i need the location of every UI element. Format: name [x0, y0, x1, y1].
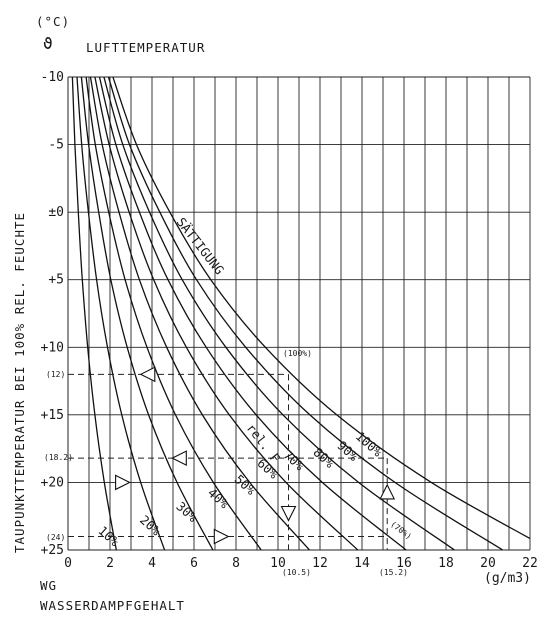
arrow-marker	[171, 450, 187, 466]
arrows	[115, 366, 396, 545]
curve-label: 40%	[205, 485, 232, 512]
x-tick-label: 6	[190, 556, 198, 571]
x-axis-label: WG	[40, 578, 57, 593]
annotation-x-10-5: (10.5)	[282, 568, 311, 577]
curve-label: 20%	[137, 512, 164, 539]
annotation-y-12: (12)	[46, 370, 65, 379]
curve-20-percent	[76, 77, 166, 550]
curve-60-percent	[94, 77, 359, 550]
y-axis-label: TAUPUNKTTEMPERATUR BEI 100% REL. FEUCHTE	[12, 212, 27, 553]
curve-50-percent	[89, 77, 310, 550]
x-axis-unit: (g/m3)	[484, 571, 531, 586]
arrow-marker	[115, 474, 131, 491]
chart-title: LUFTTEMPERATUR	[86, 40, 205, 55]
arrow-marker	[379, 483, 396, 500]
curve-label: 10%	[95, 523, 122, 550]
curve-40-percent	[85, 77, 262, 550]
y-tick-label: +5	[48, 273, 64, 288]
annotation-100-percent: (100%)	[283, 349, 312, 358]
y-tick-label: +25	[41, 543, 64, 558]
theta-symbol: ϑ	[43, 34, 54, 53]
y-tick-label: +10	[41, 340, 64, 355]
saturation-label: SÄTTIGUNG	[174, 215, 228, 278]
curve-80-percent	[103, 77, 455, 550]
annotation-x-15-2: (15.2)	[379, 568, 408, 577]
x-tick-label: 14	[354, 556, 370, 571]
y-tick-label: +15	[41, 408, 64, 423]
x-tick-label: 18	[438, 556, 454, 571]
curve-70-percent	[98, 77, 407, 550]
curve-10-percent	[71, 77, 117, 550]
arrow-marker	[280, 505, 297, 522]
grid	[67, 76, 531, 551]
annotation-70-percent: (70%)	[389, 519, 414, 541]
x-tick-label: 22	[522, 556, 538, 571]
curve-labels: 100%90%80%70%60%50%40%30%20%10%	[95, 428, 385, 549]
curve-90-percent	[107, 77, 504, 550]
x-tick-label: 2	[106, 556, 114, 571]
y-unit: (°C)	[36, 14, 70, 29]
curve-label: 70%	[280, 447, 307, 474]
x-tick-labels: 0 2 4 6 8 10 12 14 16 18 20 22	[64, 556, 538, 571]
y-tick-label: ±0	[48, 205, 64, 220]
x-axis-description: WASSERDAMPFGEHALT	[40, 598, 185, 613]
x-tick-label: 20	[480, 556, 496, 571]
arrow-marker	[213, 528, 230, 545]
x-tick-label: 10	[270, 556, 286, 571]
example-lines	[68, 373, 388, 550]
curve-label: 80%	[310, 444, 337, 471]
x-tick-label: 16	[396, 556, 412, 571]
y-tick-label: +20	[41, 475, 64, 490]
curve-30-percent	[80, 77, 214, 550]
y-tick-label: -5	[48, 138, 64, 153]
curves	[71, 77, 530, 550]
y-tick-label: -10	[41, 70, 64, 85]
annotation-y-24: (24)	[46, 533, 65, 542]
arrow-marker	[139, 366, 156, 383]
x-tick-label: 4	[148, 556, 156, 571]
x-tick-label: 8	[232, 556, 240, 571]
annotation-y-18-2: (18.2)	[44, 453, 73, 462]
y-tick-labels: -10 -5 ±0 +5 +10 +15 +20 +25	[41, 70, 64, 558]
x-tick-label: 0	[64, 556, 72, 571]
x-tick-label: 12	[312, 556, 328, 571]
curve-100-percent	[112, 77, 530, 540]
